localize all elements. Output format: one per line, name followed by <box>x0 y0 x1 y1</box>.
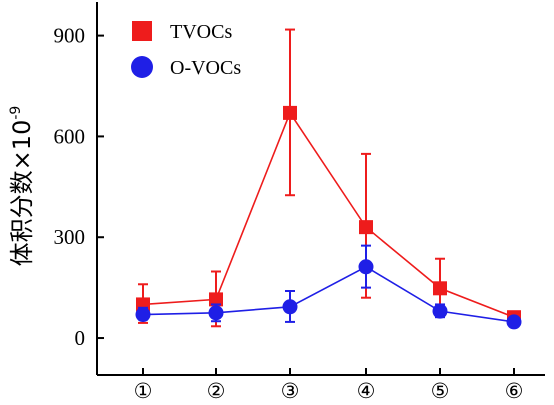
data-point <box>432 303 448 319</box>
x-tick-labels: ① ② ③ ④ ⑤ ⑥ <box>134 379 524 403</box>
series-line <box>142 265 515 323</box>
legend-label-tvocs: TVOCs <box>170 21 232 43</box>
series-line <box>142 111 515 318</box>
x-tick-label: ⑥ <box>505 379 524 403</box>
data-point <box>135 307 151 323</box>
x-tick-label: ② <box>207 379 226 403</box>
y-axis-label-main: 体积分数×10 <box>8 120 36 267</box>
y-tick-label: 600 <box>54 124 86 148</box>
data-point <box>358 259 374 275</box>
y-tick-label: 900 <box>54 24 86 48</box>
data-point <box>208 305 224 321</box>
data-point <box>282 299 298 315</box>
y-tick-labels: 0 300 600 900 <box>54 24 86 350</box>
y-axis-label: 体积分数×10-9 <box>8 106 36 267</box>
x-tick-label: ④ <box>357 379 376 403</box>
legend: TVOCs O-VOCs <box>131 21 241 79</box>
x-tick-label: ① <box>134 379 153 403</box>
x-tick-label: ⑤ <box>431 379 450 403</box>
axes <box>96 2 545 376</box>
legend-marker-o-vocs <box>131 56 153 78</box>
legend-label-o-vocs: O-VOCs <box>170 57 241 79</box>
series-o-vocs <box>135 244 522 330</box>
data-point <box>283 105 297 120</box>
legend-marker-tvocs <box>132 21 152 41</box>
data-point <box>433 281 447 296</box>
series-layer <box>135 28 522 330</box>
data-point <box>209 292 223 307</box>
y-tick-label: 0 <box>75 326 86 350</box>
y-axis-label-exponent: -9 <box>8 106 24 120</box>
x-tick-label: ③ <box>281 379 300 403</box>
y-tick-label: 300 <box>54 225 86 249</box>
data-point <box>506 314 522 330</box>
data-point <box>359 220 373 235</box>
